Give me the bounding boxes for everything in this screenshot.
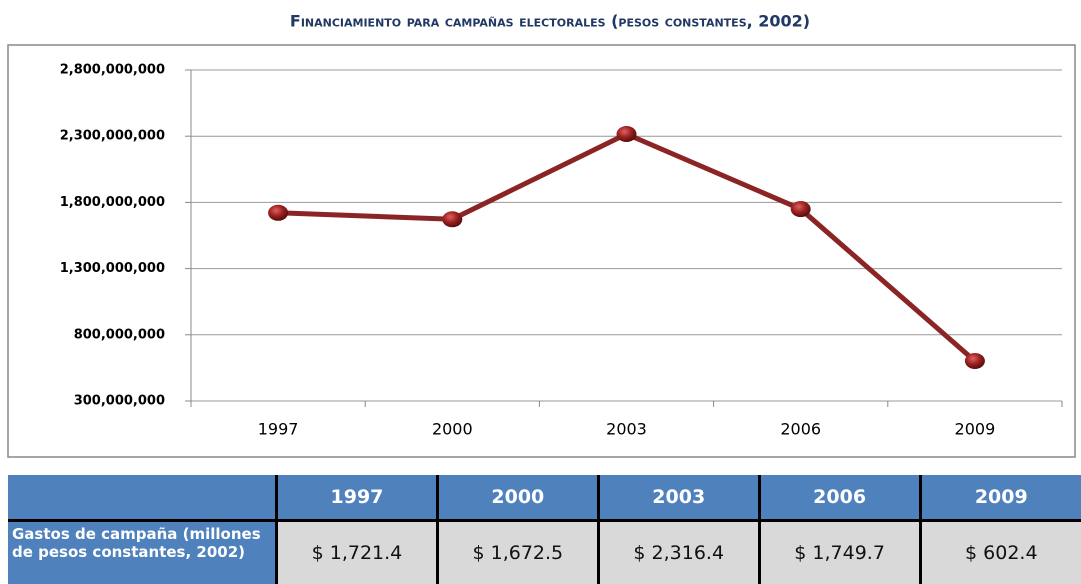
value-cell: $ 1,672.5: [437, 521, 598, 584]
column-header: 1997: [277, 475, 438, 521]
x-tick-label: 2000: [432, 420, 473, 439]
y-tick-label: 2,300,000,000: [60, 129, 165, 144]
value-cell: $ 602.4: [920, 521, 1081, 584]
x-tick-label: 2009: [955, 420, 996, 439]
column-header: 2006: [759, 475, 920, 521]
y-tick-label: 1,800,000,000: [60, 195, 165, 210]
y-tick-label: 800,000,000: [74, 327, 165, 342]
marker: [442, 211, 462, 227]
column-header: 2000: [437, 475, 598, 521]
line: [278, 134, 975, 361]
chart: Financiamiento para campañas electorales…: [0, 0, 1081, 470]
column-header: 2003: [598, 475, 759, 521]
x-tick-label: 2006: [780, 420, 821, 439]
y-tick-label: 1,300,000,000: [60, 261, 165, 276]
x-tick-label: 1997: [258, 420, 299, 439]
corner-cell: [8, 475, 277, 521]
value-row: Gastos de campaña (millones de pesos con…: [8, 521, 1081, 584]
marker: [268, 205, 288, 221]
row-label: Gastos de campaña (millones de pesos con…: [8, 521, 277, 584]
value-cell: $ 1,721.4: [277, 521, 438, 584]
marker: [791, 201, 811, 217]
value-cell: $ 2,316.4: [598, 521, 759, 584]
marker: [965, 353, 985, 369]
chart-frame: [8, 45, 1075, 457]
marker: [617, 126, 637, 142]
column-header: 2009: [920, 475, 1081, 521]
value-cell: $ 1,749.7: [759, 521, 920, 584]
x-tick-label: 2003: [606, 420, 647, 439]
y-tick-label: 2,800,000,000: [60, 63, 165, 78]
y-tick-label: 300,000,000: [74, 394, 165, 409]
chart-title: Financiamiento para campañas electorales…: [290, 12, 810, 31]
